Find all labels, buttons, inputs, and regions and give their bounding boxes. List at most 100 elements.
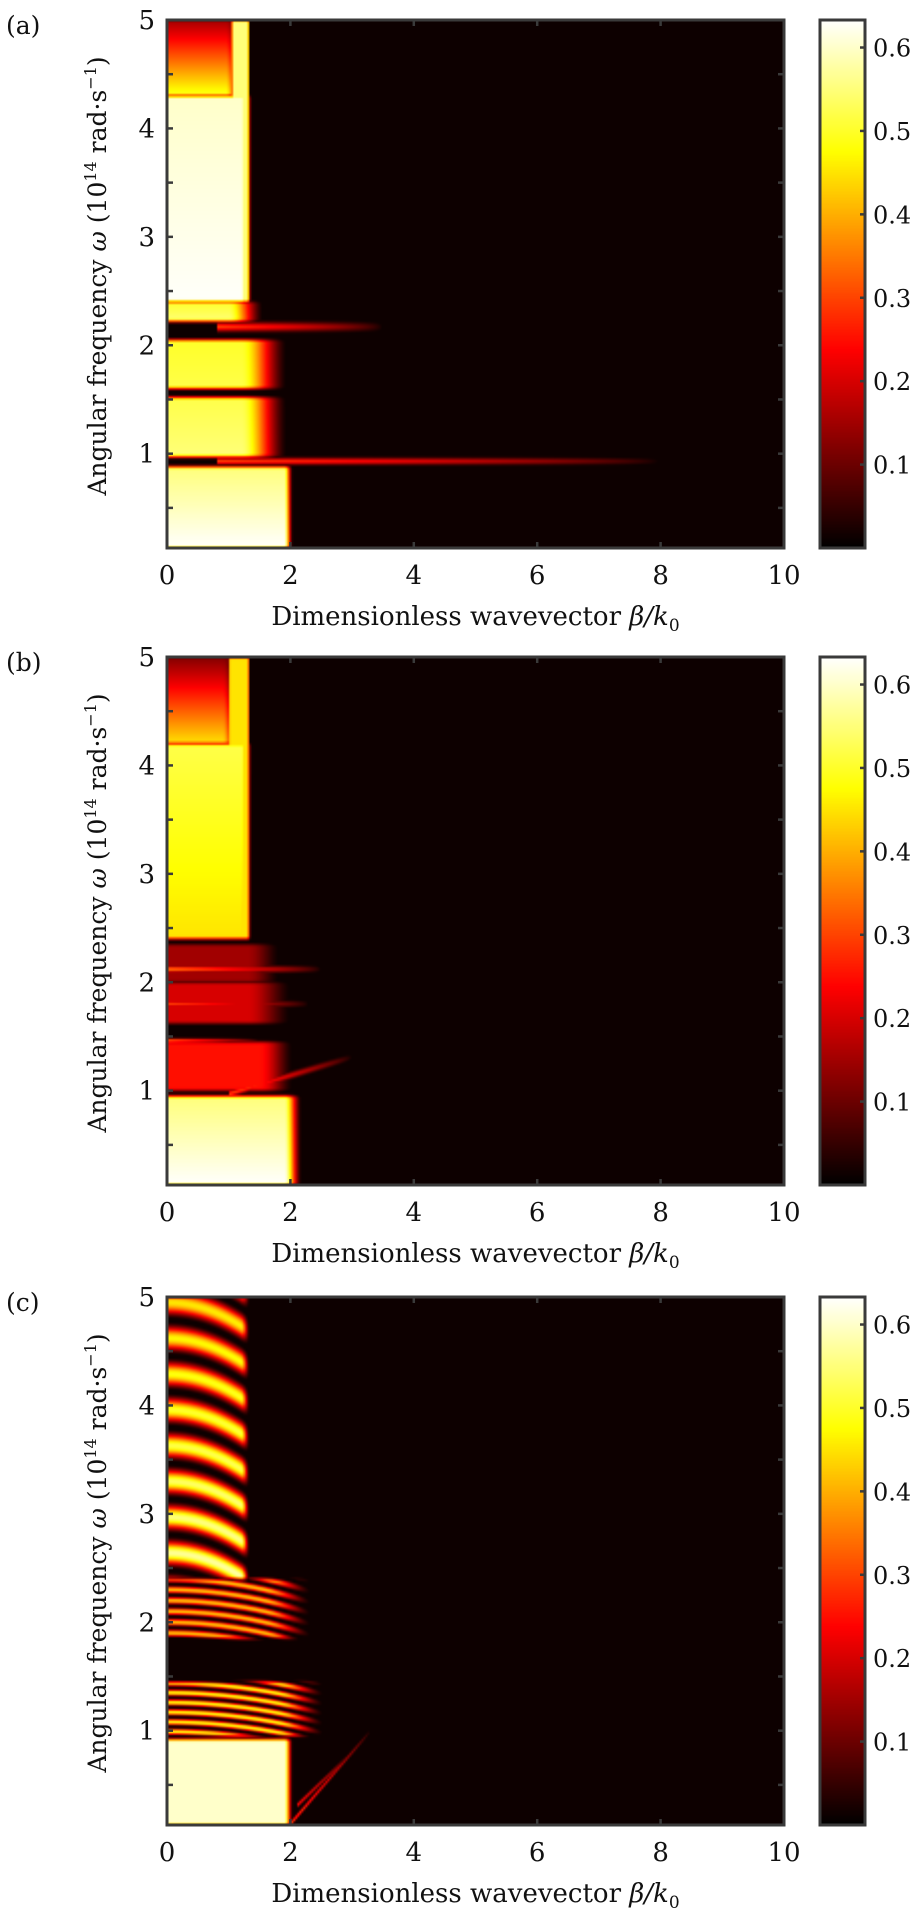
colorbar-tick-label: 0.3 bbox=[873, 922, 911, 950]
x-axis-label: Dimensionless wavevector β/k0 bbox=[271, 602, 679, 636]
colorbar-tick-label: 0.1 bbox=[873, 452, 911, 480]
panel-label: (a) bbox=[6, 11, 40, 40]
y-label-symbol: ω bbox=[83, 1508, 112, 1528]
y-label-unit-close: ) bbox=[83, 1333, 112, 1343]
colorbar-tick-label: 0.6 bbox=[873, 672, 911, 700]
y-label-text: Angular frequency bbox=[83, 1529, 112, 1774]
heatmap-image bbox=[167, 20, 784, 548]
y-label-exponent: 14 bbox=[81, 798, 100, 818]
y-label-text: Angular frequency bbox=[83, 252, 112, 497]
x-tick-label: 0 bbox=[159, 1198, 176, 1228]
y-tick-label: 2 bbox=[138, 331, 155, 361]
x-tick-label: 2 bbox=[282, 561, 299, 591]
y-tick-label: 4 bbox=[138, 751, 155, 781]
x-tick-label: 6 bbox=[529, 1838, 546, 1868]
colorbar-frame bbox=[818, 655, 867, 1187]
x-tick-label: 8 bbox=[652, 1198, 669, 1228]
y-label-unit-close: ) bbox=[83, 56, 112, 66]
y-label-unit-open: (10 bbox=[83, 1459, 112, 1509]
y-tick-label: 4 bbox=[138, 114, 155, 144]
y-label-unit-exponent: −1 bbox=[81, 703, 100, 727]
colorbar-tick-label: 0.2 bbox=[873, 368, 911, 396]
x-tick-label: 4 bbox=[406, 1838, 423, 1868]
y-tick-label: 1 bbox=[138, 1077, 155, 1107]
x-axis-label: Dimensionless wavevector β/k0 bbox=[271, 1239, 679, 1273]
y-axis-label: Angular frequency ω (1014 rad·s−1) bbox=[81, 56, 112, 496]
panel-label: (c) bbox=[6, 1288, 40, 1317]
y-label-text: Angular frequency bbox=[83, 889, 112, 1134]
y-label-unit-close: ) bbox=[83, 693, 112, 703]
plot-frame bbox=[165, 1295, 786, 1827]
colorbar-tick-label: 0.5 bbox=[873, 118, 911, 146]
colorbar-frame bbox=[818, 18, 867, 550]
colorbar-gradient bbox=[820, 1297, 865, 1825]
x-tick-label: 8 bbox=[652, 561, 669, 591]
y-label-unit-open: (10 bbox=[83, 819, 112, 869]
panel-label: (b) bbox=[6, 648, 42, 677]
y-label-symbol: ω bbox=[83, 868, 112, 888]
panel-a: (a) 1 2 3 4 5 0 2 4 6 8 10 Dimensionless wavevector … bbox=[6, 6, 911, 636]
plot-frame bbox=[165, 18, 786, 550]
y-axis-label: Angular frequency ω (1014 rad·s−1) bbox=[81, 1333, 112, 1773]
x-label-text: Dimensionless wavevector bbox=[271, 1239, 629, 1269]
y-label-unit: rad·s bbox=[83, 727, 112, 799]
y-label-symbol: ω bbox=[83, 231, 112, 251]
x-tick-label: 0 bbox=[159, 561, 176, 591]
x-label-symbol: β/k bbox=[628, 1879, 669, 1909]
colorbar-tick-label: 0.4 bbox=[873, 201, 911, 229]
colorbar-tick-label: 0.3 bbox=[873, 285, 911, 313]
y-tick-label: 1 bbox=[138, 440, 155, 470]
y-tick-label: 1 bbox=[138, 1717, 155, 1747]
x-label-subscript: 0 bbox=[669, 616, 680, 636]
y-tick-label: 4 bbox=[138, 1391, 155, 1421]
y-tick-label: 2 bbox=[138, 1608, 155, 1638]
x-tick-label: 6 bbox=[529, 1198, 546, 1228]
x-tick-label: 0 bbox=[159, 1838, 176, 1868]
x-tick-label: 4 bbox=[406, 1198, 423, 1228]
y-axis-label: Angular frequency ω (1014 rad·s−1) bbox=[81, 693, 112, 1133]
colorbar-tick-label: 0.2 bbox=[873, 1005, 911, 1033]
colorbar-gradient bbox=[820, 20, 865, 548]
x-tick-label: 8 bbox=[652, 1838, 669, 1868]
colorbar-tick-label: 0.1 bbox=[873, 1089, 911, 1117]
y-label-exponent: 14 bbox=[81, 1438, 100, 1458]
y-label-unit-exponent: −1 bbox=[81, 1343, 100, 1367]
colorbar-tick-label: 0.5 bbox=[873, 755, 911, 783]
heatmap-image bbox=[167, 657, 784, 1185]
x-label-symbol: β/k bbox=[628, 1239, 669, 1269]
panel-b: (b) 1 2 3 4 5 0 2 4 6 8 10 Dimensionless wavevector … bbox=[6, 643, 911, 1273]
x-label-subscript: 0 bbox=[669, 1253, 680, 1273]
x-label-text: Dimensionless wavevector bbox=[271, 1879, 629, 1909]
y-label-unit-exponent: −1 bbox=[81, 66, 100, 90]
y-tick-label: 5 bbox=[138, 643, 155, 673]
panel-c: (c) 1 2 3 4 5 0 2 4 6 8 10 Dimensionless wavevector … bbox=[6, 1283, 911, 1913]
plot-frame bbox=[165, 655, 786, 1187]
y-tick-label: 5 bbox=[138, 1283, 155, 1313]
colorbar-tick-label: 0.6 bbox=[873, 1312, 911, 1340]
x-tick-label: 4 bbox=[406, 561, 423, 591]
y-tick-label: 5 bbox=[138, 6, 155, 36]
y-tick-label: 3 bbox=[138, 860, 155, 890]
x-axis-label: Dimensionless wavevector β/k0 bbox=[271, 1879, 679, 1913]
x-tick-label: 2 bbox=[282, 1198, 299, 1228]
x-label-subscript: 0 bbox=[669, 1893, 680, 1913]
x-tick-label: 2 bbox=[282, 1838, 299, 1868]
x-tick-label: 10 bbox=[767, 561, 800, 591]
colorbar-tick-label: 0.4 bbox=[873, 1478, 911, 1506]
heatmap-image bbox=[167, 1297, 784, 1825]
y-tick-label: 3 bbox=[138, 1500, 155, 1530]
x-tick-label: 10 bbox=[767, 1838, 800, 1868]
y-tick-label: 2 bbox=[138, 968, 155, 998]
y-label-exponent: 14 bbox=[81, 161, 100, 181]
y-label-unit-open: (10 bbox=[83, 182, 112, 232]
y-label-unit: rad·s bbox=[83, 90, 112, 162]
colorbar-tick-label: 0.1 bbox=[873, 1729, 911, 1757]
y-tick-label: 3 bbox=[138, 223, 155, 253]
colorbar-gradient bbox=[820, 657, 865, 1185]
colorbar-tick-label: 0.4 bbox=[873, 838, 911, 866]
colorbar-tick-label: 0.3 bbox=[873, 1562, 911, 1590]
y-label-unit: rad·s bbox=[83, 1367, 112, 1439]
x-label-symbol: β/k bbox=[628, 602, 669, 632]
colorbar-frame bbox=[818, 1295, 867, 1827]
